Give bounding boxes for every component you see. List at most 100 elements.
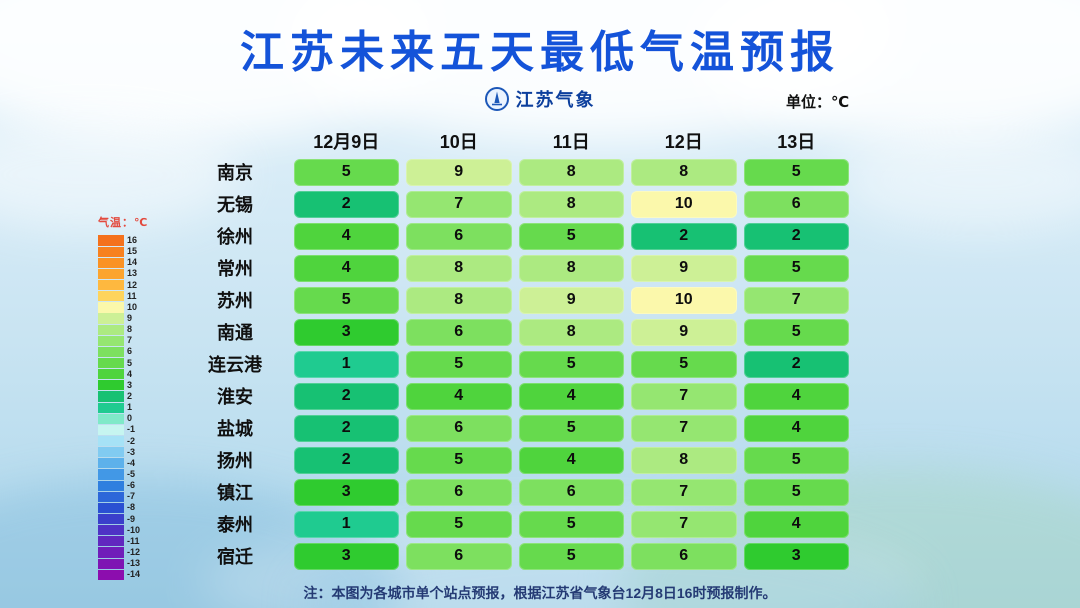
temperature-cell: 3: [293, 318, 399, 346]
legend-color-swatch: [98, 280, 124, 291]
forecast-table: 12月9日 10日 11日 12日 13日 南京 5 9 8 8 5 无锡 2 7 8 10 6 徐州 4 6 5 2 2 常…: [180, 126, 853, 572]
temperature-cell: 5: [631, 350, 737, 378]
temperature-cell: 6: [631, 542, 737, 570]
legend-item: 3: [98, 380, 148, 391]
legend-value: -7: [127, 491, 136, 502]
table-row: 连云港 1 5 5 5 2: [180, 348, 853, 380]
temperature-cell: 1: [293, 350, 399, 378]
column-header-day: 13日: [777, 132, 816, 152]
background-cloud: [0, 120, 240, 230]
temperature-cell: 3: [743, 542, 849, 570]
temperature-cell: 5: [743, 318, 849, 346]
temperature-cell: 5: [518, 510, 624, 538]
temperature-cell: 10: [631, 286, 737, 314]
table-row: 苏州 5 8 9 10 7: [180, 284, 853, 316]
city-name: 徐州: [217, 227, 253, 247]
legend-value: -14: [127, 569, 141, 580]
legend-item: 4: [98, 369, 148, 380]
table-row: 常州 4 8 8 9 5: [180, 252, 853, 284]
temperature-cell: 8: [518, 318, 624, 346]
temperature-cell: 4: [518, 382, 624, 410]
legend-item: -1: [98, 424, 148, 436]
city-name: 宿迁: [217, 547, 253, 567]
table-row: 无锡 2 7 8 10 6: [180, 188, 853, 220]
unit-label: 单位：℃: [786, 94, 850, 111]
legend-value: -8: [127, 502, 136, 513]
legend-color-swatch: [98, 313, 124, 324]
legend-item: -14: [98, 569, 148, 580]
legend-item: -10: [98, 525, 148, 536]
temperature-cell: 2: [293, 446, 399, 474]
city-name: 扬州: [217, 451, 253, 471]
temperature-cell: 4: [518, 446, 624, 474]
city-name: 泰州: [217, 515, 253, 535]
legend-value: 16: [127, 235, 138, 246]
temperature-cell: 10: [631, 190, 737, 218]
legend-item: -3: [98, 447, 148, 458]
legend-color-swatch: [98, 391, 124, 402]
legend-value: -5: [127, 469, 136, 480]
temperature-cell: 1: [293, 510, 399, 538]
legend-color-swatch: [98, 502, 124, 514]
legend-item: 15: [98, 246, 148, 257]
legend-value: -10: [127, 524, 141, 535]
legend-color-swatch: [98, 447, 124, 458]
legend-value: 12: [127, 279, 138, 290]
temperature-cell: 9: [406, 158, 512, 186]
legend-item: 9: [98, 313, 148, 324]
legend-value: -9: [127, 513, 136, 524]
temperature-cell: 4: [293, 254, 399, 282]
temperature-cell: 2: [631, 222, 737, 250]
legend-color-swatch: [98, 402, 124, 413]
temperature-cell: 2: [743, 222, 849, 250]
legend-color-swatch: [98, 257, 124, 268]
legend-color-swatch: [98, 302, 124, 313]
legend-color-swatch: [98, 413, 124, 424]
temperature-cell: 3: [293, 478, 399, 506]
legend-title: 气温：℃: [98, 217, 149, 229]
table-row: 泰州 1 5 5 7 4: [180, 508, 853, 540]
legend-item: 8: [98, 324, 148, 335]
column-header-day: 11日: [552, 132, 590, 152]
legend-item: -8: [98, 502, 148, 514]
legend-value: -12: [127, 547, 141, 557]
table-row: 南京 5 9 8 8 5: [180, 156, 853, 188]
column-header-day: 10日: [439, 132, 478, 152]
legend-color-swatch: [98, 424, 124, 436]
temperature-cell: 5: [743, 446, 849, 474]
legend-item: -6: [98, 480, 148, 491]
temperature-cell: 6: [518, 478, 624, 506]
page-title: 江苏未来五天最低气温预报: [240, 28, 840, 77]
temperature-cell: 6: [743, 190, 849, 218]
temperature-cell: 2: [293, 190, 399, 218]
temperature-cell: 4: [743, 414, 849, 442]
temperature-cell: 8: [518, 254, 624, 282]
legend-item: -7: [98, 491, 148, 502]
temperature-cell: 8: [406, 254, 512, 282]
temperature-cell: 3: [293, 542, 399, 570]
table-row: 盐城 2 6 5 7 4: [180, 412, 853, 444]
legend-value: 1: [127, 402, 133, 413]
legend-value: -1: [127, 424, 136, 435]
legend-value: -13: [127, 558, 141, 569]
table-row: 徐州 4 6 5 2 2: [180, 220, 853, 252]
legend-item: -5: [98, 469, 148, 480]
temperature-cell: 5: [293, 286, 399, 314]
legend-color-swatch: [98, 458, 124, 469]
legend-value: 2: [127, 391, 133, 402]
table-row: 淮安 2 4 4 7 4: [180, 380, 853, 412]
legend-value: 7: [127, 335, 133, 346]
legend-value: 5: [127, 357, 133, 368]
city-name: 常州: [217, 259, 253, 279]
temperature-cell: 6: [406, 414, 512, 442]
legend-value: -4: [127, 457, 136, 468]
temperature-cell: 4: [743, 382, 849, 410]
temperature-cell: 5: [518, 414, 624, 442]
legend-item: -13: [98, 558, 148, 569]
temperature-cell: 5: [406, 446, 512, 474]
city-name: 连云港: [208, 355, 262, 375]
legend-value: 6: [127, 346, 133, 357]
temperature-cell: 7: [631, 510, 737, 538]
legend-color-swatch: [98, 480, 124, 491]
temperature-cell: 5: [518, 222, 624, 250]
